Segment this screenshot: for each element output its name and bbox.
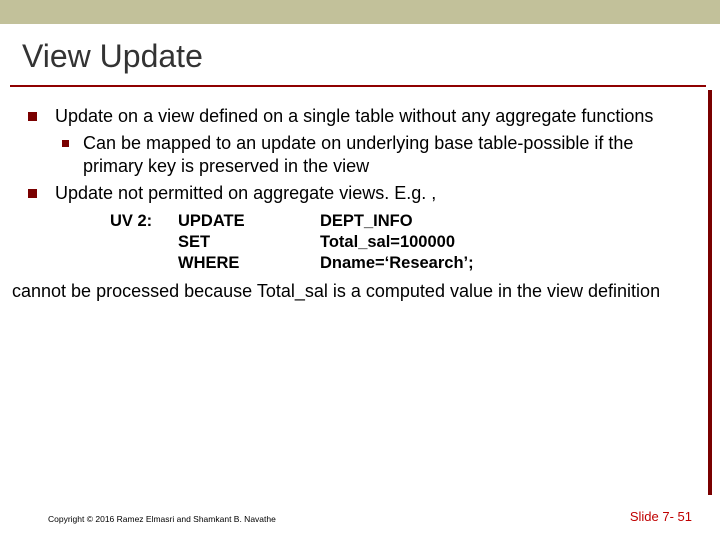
content-area: Update on a view defined on a single tab… [0,87,720,274]
code-keyword: UPDATE [178,211,320,232]
trailing-text: cannot be processed because Total_sal is… [0,280,720,303]
code-value: Dname=‘Research’; [320,253,690,274]
code-label [110,253,178,274]
page-title: View Update [0,24,720,85]
code-value: DEPT_INFO [320,211,690,232]
top-bar [0,0,720,24]
code-keyword: WHERE [178,253,320,274]
bullet-level1: Update not permitted on aggregate views.… [28,182,690,205]
bullet-level1: Update on a view defined on a single tab… [28,105,690,128]
footer: Copyright © 2016 Ramez Elmasri and Shamk… [0,509,720,524]
square-bullet-icon [28,112,37,121]
code-label: UV 2: [110,211,178,232]
code-label [110,232,178,253]
code-row: WHERE Dname=‘Research’; [110,253,690,274]
code-row: SET Total_sal=100000 [110,232,690,253]
bullet-text: Can be mapped to an update on underlying… [83,132,690,178]
code-row: UV 2: UPDATE DEPT_INFO [110,211,690,232]
bullet-level2: Can be mapped to an update on underlying… [28,132,690,178]
bullet-text: Update on a view defined on a single tab… [55,105,690,128]
code-keyword: SET [178,232,320,253]
copyright-text: Copyright © 2016 Ramez Elmasri and Shamk… [48,514,276,524]
square-bullet-icon [28,189,37,198]
side-rule [708,90,712,495]
code-example: UV 2: UPDATE DEPT_INFO SET Total_sal=100… [110,211,690,274]
code-value: Total_sal=100000 [320,232,690,253]
bullet-text: Update not permitted on aggregate views.… [55,182,690,205]
slide-number: Slide 7- 51 [630,509,692,524]
square-bullet-icon [62,140,69,147]
